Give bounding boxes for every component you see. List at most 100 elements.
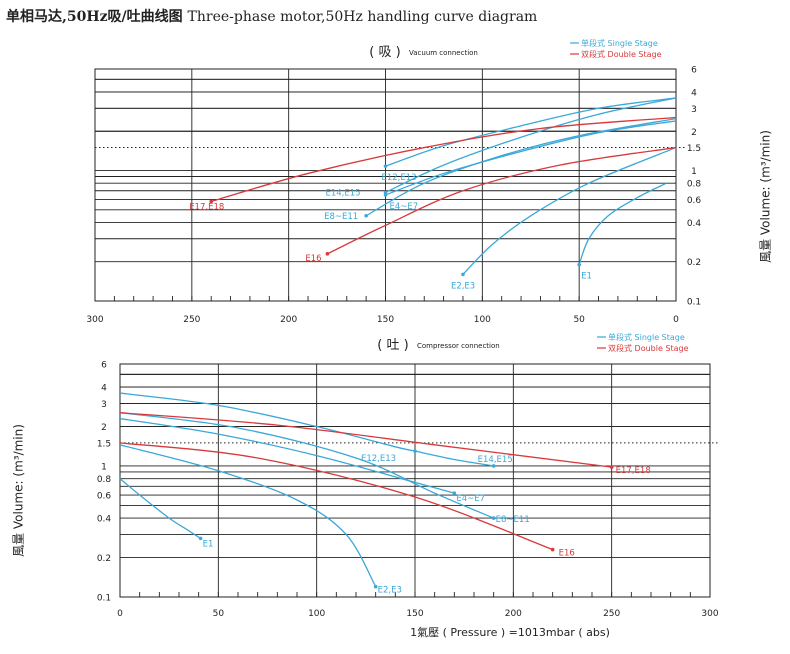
compressor-series-e4-e7-label: E4~E7 [456,494,485,504]
compressor-series-e1-label: E1 [203,539,214,549]
vacuum-x-tick-label: 300 [86,315,103,325]
vacuum-series-e2-e3-line [462,146,677,275]
vacuum-series-e2-e3-label: E2,E3 [451,281,475,291]
vacuum-y-tick-label: 2 [691,128,697,138]
compressor-series-e16-label: E16 [559,549,575,559]
compressor-series-e12-e13-line [119,392,416,452]
vacuum-legend-entry: 单段式 Single Stage [581,38,658,48]
compressor-series-e16-endpoint [550,547,555,552]
compressor-x-tick-label: 150 [406,609,423,619]
vacuum-y-tick-label: 3 [691,105,697,115]
vacuum-y-tick-label: 1 [691,167,697,177]
vacuum-series-e1-endpoint [577,262,581,267]
vacuum-chart-subtitle: Vacuum connection [409,49,478,57]
compressor-series-e12-e13-label: E12,E13 [361,454,396,464]
vacuum-series-e16-line [327,146,677,255]
compressor-chart: 0 50 100 150 200 250 300 6 4 3 2 1.5 1 0.8 0.6 0.4 0.2 0.… [97,332,720,639]
vacuum-y-tick-label: 0.6 [687,196,702,206]
page-title-cn: 单相马达,50Hz吸/吐曲线图 [6,9,183,25]
compressor-series-e1-endpoint [198,536,203,541]
compressor-series-e1-line [119,478,201,539]
compressor-x-tick-label: 300 [701,609,718,619]
compressor-x-tick-label: 100 [308,609,325,619]
compressor-series-e4-e7-line [119,417,455,494]
compressor-y-tick-label: 3 [101,400,107,410]
vacuum-series-e16-label: E16 [305,254,321,264]
compressor-y-tick-label: 1.5 [97,439,111,449]
page-title: 单相马达,50Hz吸/吐曲线图 Three-phase motor,50Hz h… [6,6,537,26]
vacuum-x-tick-label: 50 [573,315,585,325]
compressor-y-tick-label: 2 [101,423,107,433]
vacuum-y-tick-label: 1.5 [687,144,701,154]
compressor-y-tick-label: 0.1 [97,594,111,604]
compressor-series-e2-e3-line [119,444,377,587]
vacuum-series-e4-e7-line [385,120,677,196]
compressor-y-tick-label: 6 [101,361,107,371]
vacuum-y-tick-label: 4 [691,88,697,98]
compressor-series-e4-e7-endpoint [452,491,457,495]
vacuum-y-tick-label: 0.8 [687,180,702,190]
vacuum-series-e4-e7-endpoint [383,193,388,197]
compressor-series-e8-e11-label: E8~E11 [496,515,530,525]
vacuum-legend-entry: 双段式 Double Stage [581,49,662,59]
vacuum-x-tick-label: 250 [183,315,200,325]
compressor-x-tick-label: 50 [213,609,225,619]
vacuum-series-e14-e15-line [385,97,677,193]
vacuum-series-e12-e13-endpoint [383,164,388,168]
compressor-y-tick-label: 0.4 [97,515,112,525]
vacuum-y-axis-title: 風量 Volume: (m³/min) [758,130,773,263]
vacuum-series-e12-e13-label: E12,E13 [382,173,417,183]
compressor-series-e17-e18-label: E17,E18 [616,466,651,476]
compressor-series-e8-e11-line [119,412,494,519]
vacuum-y-tick-label: 0.4 [687,219,702,229]
compressor-series-e8-e11-endpoint [491,516,496,520]
vacuum-x-tick-label: 200 [280,315,297,325]
vacuum-y-tick-label: 6 [691,66,697,76]
compressor-x-tick-label: 200 [505,609,522,619]
vacuum-series-e4-e7-label: E4~E7 [390,202,419,212]
vacuum-series-e17-e18-label: E17,E18 [189,202,224,212]
vacuum-series-e12-e13-line [385,97,677,167]
compressor-y-tick-label: 0.8 [97,475,112,485]
compressor-chart-subtitle: Compressor connection [417,342,500,350]
vacuum-series-e8-e11-label: E8~E11 [324,212,358,222]
compressor-series-e2-e3-label: E2,E3 [378,586,402,596]
vacuum-y-tick-label: 0.1 [687,298,701,308]
compressor-y-axis-title: 風量 Volume: (m³/min) [11,424,26,557]
compressor-x-tick-label: 0 [117,609,123,619]
compressor-legend-entry: 单段式 Single Stage [608,332,685,342]
compressor-series-e17-e18-endpoint [609,465,614,469]
compressor-series-e16-line [119,442,553,551]
compressor-chart-title: ( 吐 ) [377,338,408,353]
vacuum-series-e17-e18-endpoint [209,199,213,204]
vacuum-series-e14-e15-label: E14,E15 [326,188,361,198]
vacuum-chart-title: ( 吸 ) [369,45,400,60]
compressor-legend-entry: 双段式 Double Stage [608,343,689,353]
vacuum-series-e1-label: E1 [581,272,592,282]
vacuum-series-e2-e3-endpoint [461,272,465,277]
vacuum-series-e16-endpoint [325,252,330,256]
vacuum-series-e8-e11-line [365,117,677,217]
compressor-y-tick-label: 0.2 [97,554,111,564]
compressor-y-tick-label: 1 [101,462,107,472]
compressor-y-tick-label: 0.6 [97,492,112,502]
vacuum-x-tick-label: 150 [377,315,394,325]
compressor-series-e14-e15-line [414,450,494,467]
vacuum-x-tick-label: 0 [673,315,679,325]
compressor-series-e2-e3-endpoint [373,584,378,589]
compressor-series-e14-e15-label: E14,E15 [478,455,513,465]
vacuum-y-tick-label: 0.2 [687,258,701,268]
vacuum-x-tick-label: 100 [474,315,491,325]
compressor-series-e17-e18-line [119,412,612,468]
vacuum-series-e17-e18-line [211,116,677,203]
compressor-x-tick-label: 250 [603,609,620,619]
vacuum-series-e1-line [578,182,667,265]
vacuum-series-e8-e11-endpoint [364,213,368,218]
vacuum-series-e14-e15-endpoint [383,190,388,195]
vacuum-chart: 300 250 200 150 100 50 0 6 4 3 2 1.5 1 0.8 0.6 0.4 0.2 0.… [86,38,701,325]
compressor-series-e14-e15-endpoint [491,464,496,468]
compressor-y-tick-label: 4 [101,384,107,394]
page-title-en: Three-phase motor,50Hz handling curve di… [187,9,538,25]
compressor-x-axis-title: 1氣壓 ( Pressure ) =1013mbar ( abs) [410,625,610,639]
